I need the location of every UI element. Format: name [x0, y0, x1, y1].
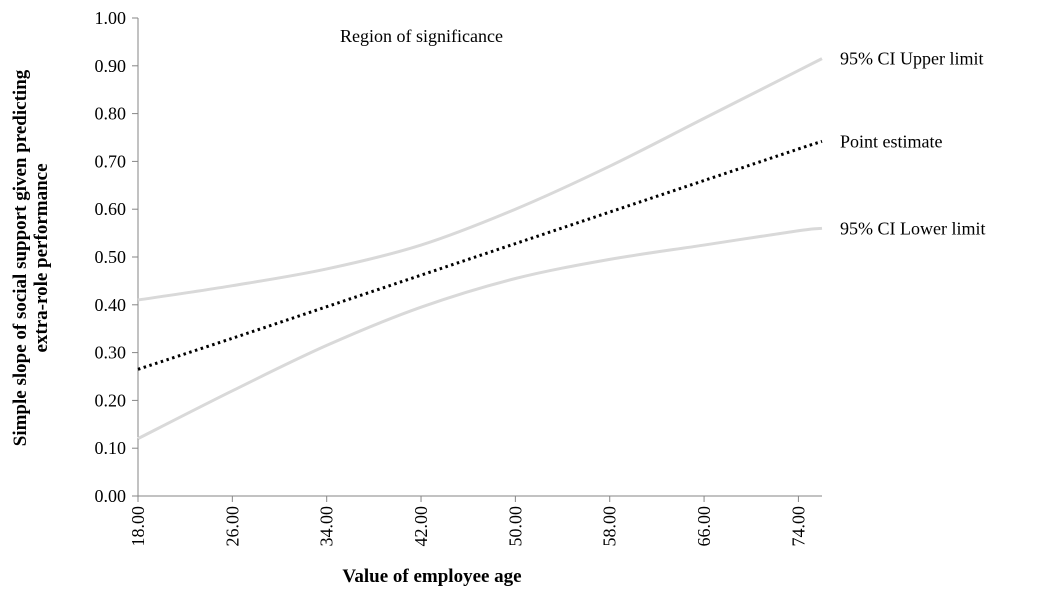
- y-tick-label: 0.90: [95, 56, 127, 76]
- y-tick-label: 0.30: [95, 343, 127, 363]
- y-tick-label: 0.60: [95, 199, 127, 219]
- x-tick-label: 50.00: [505, 506, 525, 547]
- series-label-point-estimate: Point estimate: [840, 131, 943, 151]
- x-tick-label: 66.00: [694, 506, 714, 547]
- y-tick-label: 0.70: [95, 151, 127, 171]
- x-tick-label: 58.00: [600, 506, 620, 547]
- x-axis-title: Value of employee age: [342, 566, 521, 587]
- x-tick-label: 18.00: [128, 506, 148, 547]
- x-tick-label: 26.00: [222, 506, 242, 547]
- y-tick-label: 0.00: [95, 486, 127, 506]
- y-axis-title-line2: extra-role performance: [31, 163, 52, 352]
- series-line-point-estimate: [137, 139, 823, 371]
- y-ticks: 0.00 0.10 0.20 0.30 0.40 0.50 0.60 0.70 0.80 0.90…: [95, 8, 138, 506]
- labels-layer: Region of significance Value of employee…: [10, 26, 985, 587]
- y-tick-label: 0.40: [95, 295, 127, 315]
- x-tick-label: 42.00: [411, 506, 431, 547]
- x-tick-label: 34.00: [317, 506, 337, 547]
- axes: [137, 18, 822, 497]
- region-annotation: Region of significance: [340, 26, 503, 46]
- series-line-95-ci-lower-limit: [137, 226, 823, 440]
- series-layer: [137, 57, 823, 440]
- y-axis-title-line1: Simple slope of social support given pre…: [10, 69, 31, 446]
- x-ticks: 18.00 26.00 34.00 42.00 50.00 58.00 66.00 74.00: [128, 496, 808, 547]
- x-tick-label: 74.00: [788, 506, 808, 547]
- series-label-95-ci-lower-limit: 95% CI Lower limit: [840, 218, 985, 238]
- y-tick-label: 1.00: [95, 8, 127, 28]
- series-line-95-ci-upper-limit: [137, 57, 823, 302]
- y-tick-label: 0.20: [95, 390, 127, 410]
- y-tick-label: 0.10: [95, 438, 127, 458]
- y-tick-label: 0.80: [95, 104, 127, 124]
- series-label-95-ci-upper-limit: 95% CI Upper limit: [840, 49, 983, 69]
- y-tick-label: 0.50: [95, 247, 127, 267]
